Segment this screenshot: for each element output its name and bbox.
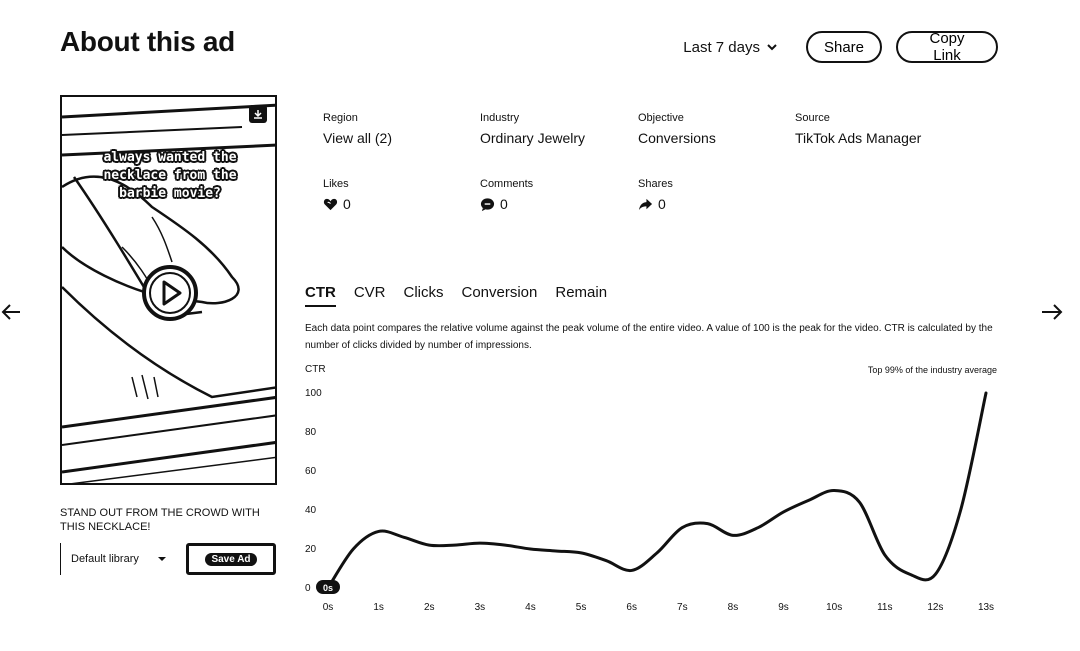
header-controls: Last 7 days Share Copy Link xyxy=(683,30,998,64)
y-tick-label: 20 xyxy=(305,544,317,555)
arrow-left-icon[interactable] xyxy=(0,300,24,324)
playhead-marker-label: 0s xyxy=(323,583,333,593)
meta-region: Region View all (2) xyxy=(323,112,392,146)
share-button[interactable]: Share xyxy=(806,31,882,63)
copy-link-button[interactable]: Copy Link xyxy=(896,30,998,64)
x-tick-label: 2s xyxy=(424,602,435,613)
video-preview[interactable]: always wanted the necklace from the barb… xyxy=(60,95,277,485)
x-tick-label: 11s xyxy=(877,602,892,613)
tab-clicks[interactable]: Clicks xyxy=(403,284,444,301)
comment-icon xyxy=(480,197,495,211)
meta-objective-label: Objective xyxy=(638,112,684,124)
meta-shares-value: 0 xyxy=(658,196,666,212)
x-tick-label: 3s xyxy=(475,602,486,613)
x-tick-label: 6s xyxy=(626,602,637,613)
meta-industry: Industry Ordinary Jewelry xyxy=(480,112,585,146)
meta-industry-label: Industry xyxy=(480,112,520,124)
share-arrow-icon xyxy=(638,198,653,210)
meta-region-value[interactable]: View all (2) xyxy=(323,130,392,146)
meta-objective: Objective Conversions xyxy=(638,112,716,146)
date-range-select[interactable]: Last 7 days xyxy=(683,39,778,56)
tab-remain[interactable]: Remain xyxy=(555,284,608,301)
library-select-value: Default library xyxy=(71,553,139,565)
tab-cvr[interactable]: CVR xyxy=(353,284,386,301)
meta-region-label: Region xyxy=(323,112,358,124)
x-tick-label: 4s xyxy=(525,602,536,613)
ad-text: STAND OUT FROM THE CROWD WITH THIS NECKL… xyxy=(60,507,260,533)
y-tick-label: 40 xyxy=(305,505,317,516)
meta-source-label: Source xyxy=(795,112,830,124)
tab-ctr[interactable]: CTR xyxy=(305,284,336,307)
meta-likes-label: Likes xyxy=(323,178,349,190)
metric-tabs: CTR CVR Clicks Conversion Remain xyxy=(305,284,607,307)
chevron-down-icon xyxy=(767,44,777,51)
chart-description: Each data point compares the relative vo… xyxy=(305,323,993,351)
date-range-label: Last 7 days xyxy=(683,38,760,56)
playhead-marker xyxy=(316,580,340,594)
x-tick-label: 0s xyxy=(323,602,334,613)
caret-down-icon xyxy=(158,557,166,561)
library-select[interactable]: Default library xyxy=(60,543,178,575)
meta-source-value: TikTok Ads Manager xyxy=(795,130,922,146)
page-title: About this ad xyxy=(60,26,235,57)
play-icon[interactable] xyxy=(140,263,200,323)
save-ad-button[interactable]: Save Ad xyxy=(186,543,276,575)
y-tick-label: 100 xyxy=(305,388,322,399)
x-tick-label: 10s xyxy=(826,602,842,613)
ctr-line-chart[interactable]: 0 20 40 60 80 100 0s 1s 2s 3s 4s 5s 6s 7s 8s 9s 10s 11s 12… xyxy=(300,380,1005,615)
meta-comments: Comments 0 xyxy=(480,178,533,212)
x-tick-label: 1s xyxy=(373,602,384,613)
meta-comments-label: Comments xyxy=(480,178,534,190)
meta-source: Source TikTok Ads Manager xyxy=(795,112,921,146)
video-thumbnail-image xyxy=(62,103,275,483)
y-tick-label: 0 xyxy=(305,583,311,594)
video-caption: always wanted the necklace from the barb… xyxy=(103,150,237,201)
arrow-right-icon[interactable] xyxy=(1040,300,1064,324)
meta-comments-value: 0 xyxy=(500,196,508,212)
meta-objective-value: Conversions xyxy=(638,130,716,146)
y-tick-label: 60 xyxy=(305,466,317,477)
x-tick-label: 12s xyxy=(927,602,943,613)
meta-shares-label: Shares xyxy=(638,178,673,190)
x-tick-label: 8s xyxy=(728,602,739,613)
meta-shares: Shares 0 xyxy=(638,178,673,212)
meta-likes: Likes 0 xyxy=(323,178,351,212)
chart-y-axis-label: CTR xyxy=(305,364,326,375)
x-tick-label: 9s xyxy=(778,602,789,613)
x-tick-label: 5s xyxy=(576,602,587,613)
x-tick-label: 13s xyxy=(978,602,994,613)
meta-industry-value: Ordinary Jewelry xyxy=(480,130,586,146)
y-tick-label: 80 xyxy=(305,427,317,438)
chart-note: Top 99% of the industry average xyxy=(867,365,997,375)
save-ad-label: Save Ad xyxy=(205,552,257,566)
ctr-series-line xyxy=(326,391,988,590)
tab-conversion[interactable]: Conversion xyxy=(461,284,538,301)
download-icon[interactable] xyxy=(249,105,267,123)
x-tick-label: 7s xyxy=(677,602,688,613)
heart-icon xyxy=(323,198,338,210)
meta-likes-value: 0 xyxy=(343,196,351,212)
